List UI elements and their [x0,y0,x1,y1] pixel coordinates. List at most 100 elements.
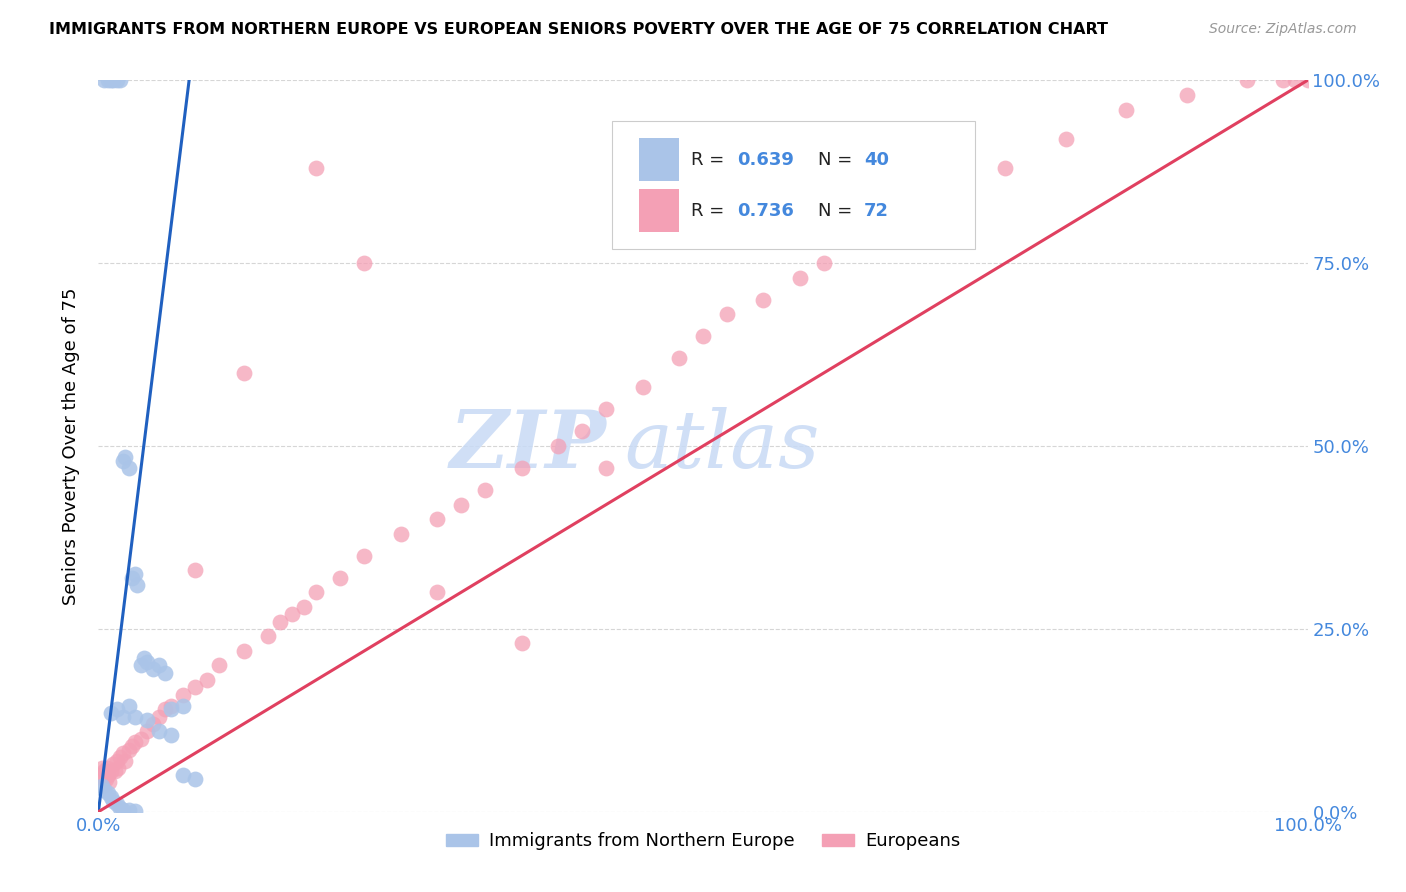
Point [1115,103,1137,117]
Point [256,629,278,643]
Point [160,728,183,742]
Point [510,461,533,475]
Text: N =: N = [818,202,858,219]
Point [124,804,146,818]
Point [105,73,128,87]
Point [305,161,328,175]
Point [595,402,617,417]
Bar [638,138,679,181]
Point [124,709,146,723]
Text: 72: 72 [863,202,889,219]
Legend: Immigrants from Northern Europe, Europeans: Immigrants from Northern Europe, Europea… [439,825,967,857]
Point [195,673,218,687]
Point [692,329,714,343]
Point [107,761,129,775]
Point [111,453,134,467]
Bar [638,189,679,232]
Point [91,779,114,793]
Point [100,706,122,720]
Point [114,450,136,464]
Text: 40: 40 [863,151,889,169]
Point [97,787,120,801]
Point [426,512,449,526]
Point [124,567,146,582]
Point [114,754,136,768]
Point [1284,73,1306,87]
Point [100,790,122,805]
Point [108,749,131,764]
Point [101,73,124,87]
Point [118,742,141,756]
Point [474,483,496,497]
Point [571,425,593,439]
Point [111,803,134,817]
Point [97,73,120,87]
Point [153,702,176,716]
Text: Source: ZipAtlas.com: Source: ZipAtlas.com [1209,22,1357,37]
Point [813,256,835,270]
Text: 0.736: 0.736 [737,202,794,219]
Point [910,197,932,211]
Point [160,702,183,716]
Point [96,761,118,775]
Point [160,698,183,713]
Text: IMMIGRANTS FROM NORTHERN EUROPE VS EUROPEAN SENIORS POVERTY OVER THE AGE OF 75 C: IMMIGRANTS FROM NORTHERN EUROPE VS EUROP… [49,22,1108,37]
Point [595,461,617,475]
Point [184,772,207,786]
Point [184,563,207,577]
Point [105,702,128,716]
Point [837,234,859,248]
Point [934,183,956,197]
Point [426,585,449,599]
Point [118,698,141,713]
Point [716,307,738,321]
Text: N =: N = [818,151,858,169]
Point [93,764,115,779]
Point [135,714,157,728]
Point [105,754,128,768]
Point [101,757,124,772]
Point [93,782,115,797]
Point [94,772,117,786]
Point [1236,73,1258,87]
Point [89,768,111,782]
Text: 0.639: 0.639 [737,151,794,169]
Point [305,585,328,599]
Point [101,794,124,808]
Point [1296,73,1319,87]
Point [121,739,143,753]
Point [232,644,254,658]
Point [510,636,533,650]
Point [104,764,127,779]
Point [668,351,690,366]
Text: atlas: atlas [624,408,820,484]
Point [292,599,315,614]
Point [118,461,141,475]
Point [127,578,149,592]
Point [184,681,207,695]
Point [108,801,131,815]
Point [1175,87,1198,102]
Point [789,270,811,285]
Point [269,615,291,629]
Y-axis label: Seniors Poverty Over the Age of 75: Seniors Poverty Over the Age of 75 [62,287,80,605]
Point [142,662,165,676]
Point [148,709,170,723]
Point [93,73,115,87]
Point [873,219,896,234]
Point [135,724,157,739]
Point [121,571,143,585]
Point [631,380,654,394]
Point [100,73,122,87]
Point [111,746,134,760]
Point [91,761,114,775]
Point [91,779,114,793]
Point [129,658,152,673]
Point [108,73,131,87]
Point [232,366,254,380]
Point [1272,73,1295,87]
Point [994,161,1017,175]
Point [148,724,170,739]
Point [124,735,146,749]
Point [450,498,472,512]
